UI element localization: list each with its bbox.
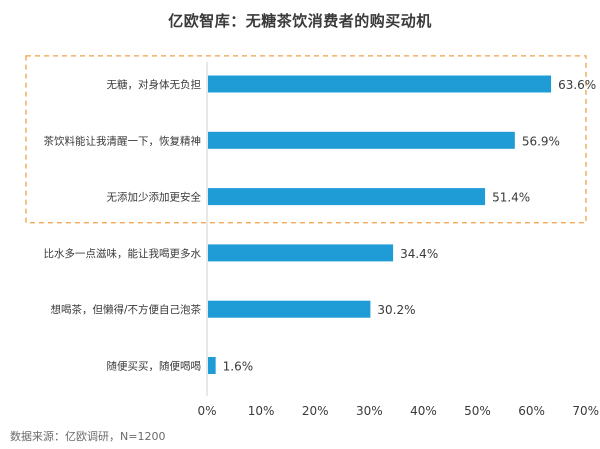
- x-tick-label: 10%: [248, 404, 275, 418]
- value-label: 1.6%: [223, 360, 254, 374]
- value-label: 30.2%: [377, 303, 415, 317]
- value-label: 34.4%: [400, 247, 438, 261]
- bar: [208, 244, 394, 262]
- chart-title: 亿欧智库：无糖茶饮消费者的购买动机: [168, 12, 432, 30]
- x-tick-label: 60%: [518, 404, 545, 418]
- category-label: 无糖，对身体无负担: [107, 78, 202, 91]
- category-label: 想喝茶，但懒得/不方便自己泡茶: [50, 303, 201, 316]
- bar: [208, 357, 216, 374]
- value-label: 51.4%: [492, 191, 530, 205]
- category-label: 无添加少添加更安全: [107, 191, 202, 204]
- chart-bars: [208, 75, 552, 374]
- x-tick-label: 30%: [356, 404, 383, 418]
- source-note: 数据来源：亿欧调研，N=1200: [10, 430, 166, 443]
- x-tick-label: 0%: [197, 404, 216, 418]
- bar: [208, 75, 552, 93]
- x-tick-label: 70%: [572, 404, 599, 418]
- category-label: 比水多一点滋味，能让我喝更多水: [44, 247, 202, 260]
- x-tick-label: 20%: [302, 404, 329, 418]
- value-label: 56.9%: [522, 134, 560, 148]
- bar: [208, 131, 515, 149]
- highlight-box: [25, 55, 587, 224]
- x-tick-label: 40%: [410, 404, 437, 418]
- category-label: 随便买买，随便喝喝: [107, 360, 202, 373]
- value-label: 63.6%: [558, 78, 596, 92]
- bar: [208, 300, 371, 318]
- category-label: 茶饮料能让我清醒一下，恢复精神: [44, 134, 202, 147]
- x-tick-label: 50%: [464, 404, 491, 418]
- bar: [208, 188, 486, 206]
- chart-labels: 0% 10% 20% 30% 40% 50% 60% 70% 无糖，对身体无负担 63.6% 茶饮料…: [44, 78, 600, 418]
- highlight-group: [25, 55, 587, 224]
